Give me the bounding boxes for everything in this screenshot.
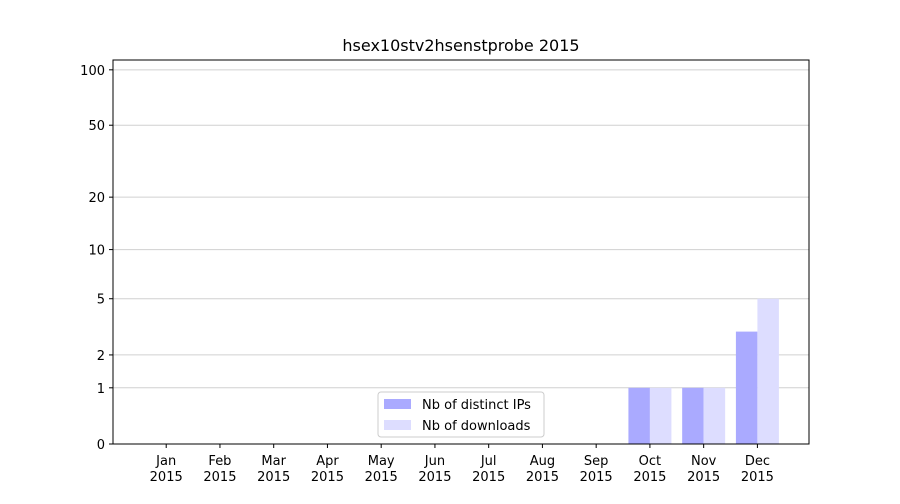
legend-box [377, 391, 545, 438]
y-tick-label: 2 [97, 349, 105, 364]
bar [682, 387, 704, 444]
y-tick-label: 5 [97, 293, 105, 308]
legend-label: Nb of downloads [422, 419, 531, 434]
x-tick-label: Apr 2015 [311, 454, 344, 485]
bar [703, 387, 726, 444]
y-tick-label: 100 [80, 64, 105, 79]
x-tick-label: Aug 2015 [526, 454, 559, 485]
x-tick-label: Sep 2015 [580, 454, 613, 485]
x-tick-label: May 2015 [365, 454, 398, 485]
y-tick-label: 50 [88, 119, 105, 134]
x-tick-label: Jun 2015 [418, 454, 451, 485]
x-tick-label: Feb 2015 [203, 454, 236, 485]
bar [757, 298, 779, 444]
x-tick-label: Jul 2015 [472, 454, 505, 485]
plot-frame [112, 59, 810, 445]
legend-label: Nb of distinct IPs [422, 398, 531, 413]
x-tick-label: Mar 2015 [257, 454, 290, 485]
x-tick-label: Oct 2015 [633, 454, 666, 485]
bar [649, 387, 672, 444]
legend-swatch [384, 399, 411, 409]
legend-swatch [384, 420, 411, 430]
y-tick-label: 20 [88, 191, 105, 206]
y-tick-label: 1 [97, 382, 105, 397]
bar [628, 387, 650, 444]
x-tick-label: Dec 2015 [741, 454, 774, 485]
chart-title: hsex10stv2hsenstprobe 2015 [342, 36, 579, 55]
y-tick-label: 10 [88, 244, 105, 259]
bar [735, 331, 758, 444]
y-tick-label: 0 [97, 438, 105, 453]
x-tick-label: Nov 2015 [687, 454, 720, 485]
x-tick-label: Jan 2015 [150, 454, 183, 485]
